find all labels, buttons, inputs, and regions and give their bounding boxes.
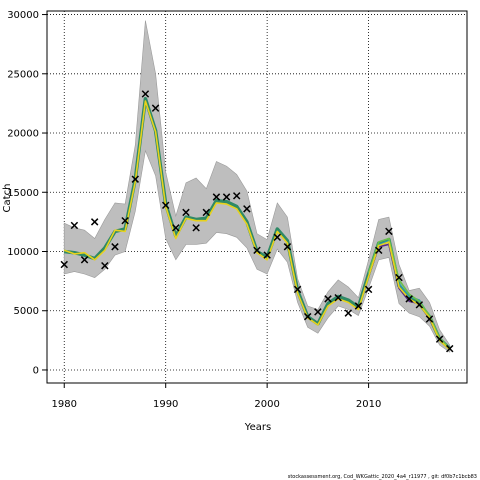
observed-point: [263, 251, 271, 259]
observed-point: [405, 295, 413, 303]
observed-point: [111, 243, 119, 251]
observed-point: [303, 312, 312, 321]
observed-point: [222, 193, 231, 201]
confidence-band: [63, 20, 451, 353]
y-tick-label: 0: [33, 365, 39, 376]
footer-credit: stockassessment.org, Cod_WKGattic_2020_4…: [288, 474, 477, 480]
observed-point: [202, 208, 211, 217]
x-tick-label: 1980: [52, 399, 77, 410]
observed-point: [395, 273, 403, 282]
observed-point: [273, 233, 282, 242]
observed-point: [354, 302, 363, 310]
y-tick-label: 10000: [7, 247, 39, 258]
y-tick-label: 20000: [7, 129, 39, 140]
grid-lines: [47, 11, 467, 383]
x-axis-label: Years: [244, 422, 271, 433]
observed-point: [172, 224, 180, 232]
observed-point: [151, 104, 160, 112]
observed-point: [90, 218, 99, 226]
observed-point: [425, 315, 434, 323]
observed-catch-markers: [60, 90, 454, 353]
observed-point: [283, 243, 292, 251]
y-tick-label: 15000: [7, 188, 39, 199]
y-tick-label: 30000: [7, 10, 39, 21]
observed-point: [435, 335, 444, 343]
observed-point: [314, 308, 322, 316]
observed-point: [446, 344, 454, 353]
x-tick-label: 1990: [153, 399, 178, 410]
x-tick-label: 2000: [254, 399, 279, 410]
observed-point: [385, 227, 393, 236]
observed-point: [131, 175, 139, 183]
observed-point: [161, 201, 170, 210]
observed-point: [324, 295, 332, 303]
observed-point: [253, 246, 261, 255]
observed-point: [141, 90, 150, 98]
observed-point: [293, 285, 302, 294]
y-axis: 0 5000 10000 15000 20000 25000 30000: [7, 10, 47, 376]
observed-point: [182, 208, 190, 217]
observed-point: [344, 309, 353, 317]
observed-point: [334, 293, 342, 302]
observed-point: [192, 224, 200, 232]
observed-point: [243, 205, 251, 213]
observed-point: [80, 256, 89, 264]
observed-point: [375, 246, 383, 255]
observed-point: [60, 260, 68, 269]
observed-point: [121, 216, 129, 225]
x-tick-label: 2010: [356, 399, 381, 410]
observed-point: [70, 221, 79, 230]
observed-point: [364, 285, 373, 294]
x-axis: 1980 1990 2000 2010: [52, 383, 381, 410]
observed-point: [101, 261, 109, 270]
plot-frame: [46, 10, 468, 384]
series-lines: [63, 96, 451, 351]
series-line-4: [367, 237, 451, 350]
y-tick-label: 5000: [14, 306, 39, 317]
observed-point: [415, 301, 424, 309]
y-tick-label: 25000: [7, 69, 39, 80]
y-axis-label: Catch: [2, 184, 13, 213]
series-line-5: [63, 100, 451, 351]
observed-point: [232, 192, 241, 200]
observed-point: [212, 193, 221, 201]
